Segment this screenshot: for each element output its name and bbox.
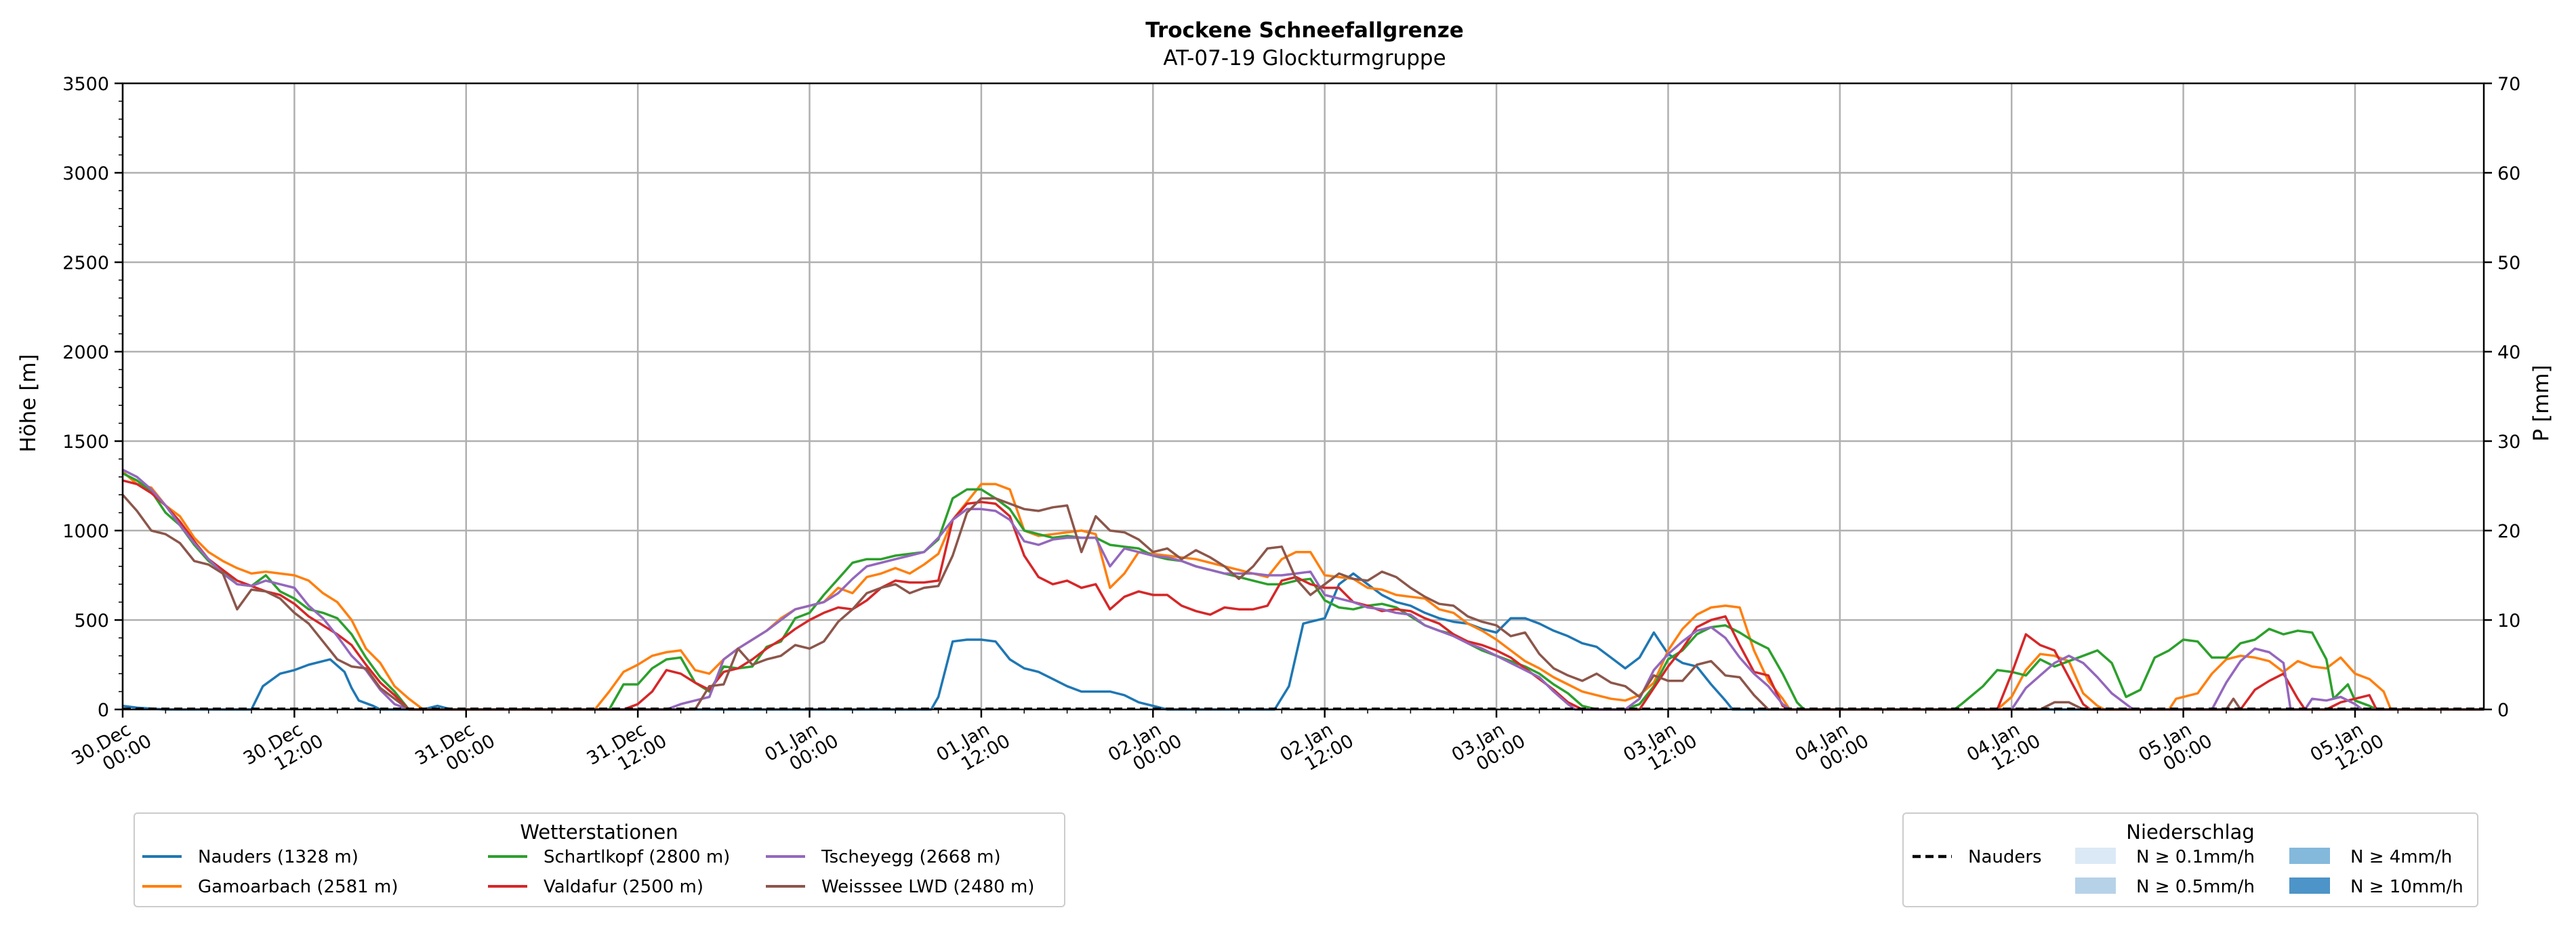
grid	[121, 83, 2484, 709]
legend-entry-label: Weisssee LWD (2480 m)	[821, 877, 1034, 897]
precip-legend-label: N ≥ 0.5mm/h	[2136, 877, 2255, 897]
chart-subtitle: AT-07-19 Glockturmgruppe	[1163, 46, 1446, 70]
y-tick-label-right: 30	[2497, 432, 2520, 453]
series-line-valdafur	[122, 479, 2484, 711]
series-line-nauders	[122, 572, 2484, 711]
chart-title: Trockene Schneefallgrenze	[1145, 18, 1464, 43]
y-tick-label: 500	[74, 611, 109, 632]
y-tick-label-right: 40	[2497, 342, 2520, 363]
y-tick-label-right: 10	[2497, 611, 2520, 632]
y-tick-label: 2500	[62, 253, 109, 274]
y-tick-label: 3000	[62, 163, 109, 184]
legend-entry-label: Schartlkopf (2800 m)	[544, 847, 730, 867]
legend-entry-label: Tscheyegg (2668 m)	[821, 847, 1001, 867]
precip-legend-box	[1902, 812, 2478, 907]
y-tick-label: 2000	[62, 342, 109, 363]
precip-legend-label: N ≥ 4mm/h	[2350, 847, 2452, 867]
stations-legend: Wetterstationen Nauders (1328 m) Gamoarba…	[134, 812, 1065, 907]
legend-entry-label: Valdafur (2500 m)	[544, 877, 703, 897]
series-line-tscheyegg	[122, 468, 2484, 711]
precip-legend-label: N ≥ 0.1mm/h	[2136, 847, 2255, 867]
y-axis-label: Höhe [m]	[16, 354, 41, 452]
y-tick-label: 1500	[62, 432, 109, 453]
precip-legend: Niederschlag Nauders N ≥ 0.1mm/h N ≥ 0.5mm…	[1902, 812, 2478, 907]
stations-legend-box	[134, 812, 1065, 907]
y-tick-label: 3500	[62, 74, 109, 95]
y-tick-label-right: 0	[2497, 700, 2509, 721]
y-axis-label-right: P [mm]	[2529, 365, 2554, 441]
series-line-weisssee	[121, 494, 2484, 711]
precip-legend-label: N ≥ 10mm/h	[2350, 877, 2463, 897]
legend-entry-label: Gamoarbach (2581 m)	[198, 877, 398, 897]
series-layer	[121, 468, 2484, 711]
legend-entry-label: Nauders (1328 m)	[198, 847, 359, 867]
y-tick-label: 0	[98, 700, 109, 721]
series-line-schartlkopf	[122, 472, 2484, 711]
y-tick-label: 1000	[62, 521, 109, 542]
y-tick-label-right: 50	[2497, 253, 2520, 274]
y-tick-label-right: 70	[2497, 74, 2520, 95]
y-tick-label-right: 60	[2497, 163, 2520, 184]
plot-frame	[121, 82, 2485, 711]
precip-legend-title: Niederschlag	[2126, 821, 2254, 844]
y-tick-label-right: 20	[2497, 521, 2520, 542]
stations-legend-title: Wetterstationen	[520, 821, 678, 844]
series-line-gamoarbach	[121, 470, 2484, 711]
precip-legend-label: Nauders	[1968, 847, 2042, 867]
